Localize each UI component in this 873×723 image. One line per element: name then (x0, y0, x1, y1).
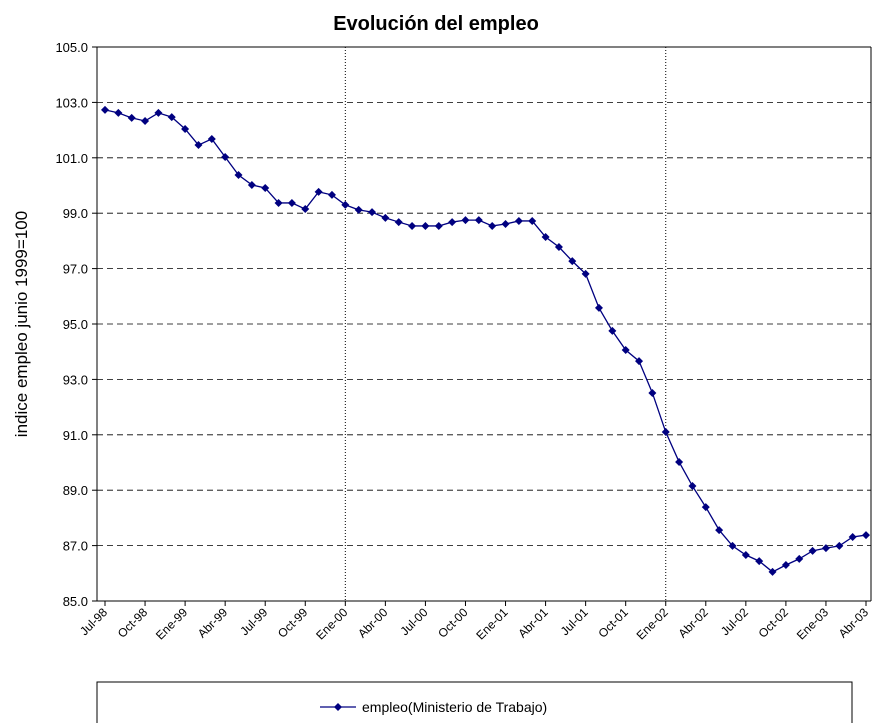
data-point (247, 180, 256, 189)
data-point (207, 134, 216, 143)
x-tick-label: Abr-03 (836, 605, 872, 641)
y-tick-label: 87.0 (63, 539, 88, 554)
data-point (808, 546, 817, 555)
y-tick-label: 99.0 (63, 206, 88, 221)
data-point (821, 544, 830, 553)
data-point (635, 357, 644, 366)
y-axis-title: indice empleo junio 1999=100 (12, 211, 31, 437)
x-tick-label: Jul-01 (558, 605, 591, 638)
data-point (688, 482, 697, 491)
data-point (287, 198, 296, 207)
y-tick-label: 101.0 (55, 151, 88, 166)
data-point (434, 221, 443, 230)
data-point (621, 346, 630, 355)
x-tick-label: Oct-99 (275, 605, 311, 641)
data-point (581, 269, 590, 278)
x-tick-label: Oct-98 (115, 605, 151, 641)
x-tick-label: Oct-02 (756, 605, 792, 641)
y-tick-label: 85.0 (63, 594, 88, 609)
data-point (408, 221, 417, 230)
x-tick-label: Abr-00 (355, 605, 391, 641)
data-point (661, 428, 670, 437)
y-tick-label: 103.0 (55, 95, 88, 110)
data-point (261, 183, 270, 192)
x-tick-label: Ene-00 (313, 605, 350, 642)
x-tick-label: Abr-99 (195, 605, 231, 641)
data-point (594, 303, 603, 312)
data-point (181, 124, 190, 133)
data-point (701, 503, 710, 512)
series-line (104, 109, 867, 573)
chart-title: Evolución del empleo (333, 13, 539, 35)
data-point (368, 208, 377, 217)
data-point (568, 257, 577, 266)
x-tick-label: Jul-02 (718, 605, 751, 638)
data-point (341, 200, 350, 209)
legend-box (96, 681, 853, 723)
data-point (141, 116, 150, 125)
legend-marker (334, 703, 342, 711)
data-point (154, 108, 163, 117)
data-point (648, 388, 657, 397)
data-point (835, 541, 844, 550)
data-point (741, 551, 750, 560)
x-tick-label: Ene-02 (634, 605, 671, 642)
x-tick-label: Oct-00 (435, 605, 471, 641)
x-tick-label: Ene-01 (473, 605, 510, 642)
x-tick-label: Ene-03 (794, 605, 831, 642)
data-point (675, 457, 684, 466)
data-point (234, 170, 243, 179)
data-point (848, 533, 857, 542)
data-point (715, 526, 724, 535)
data-point (514, 216, 523, 225)
data-point (608, 326, 617, 335)
data-point (101, 105, 109, 114)
data-point (394, 218, 403, 227)
data-point (541, 233, 550, 242)
y-tick-label: 89.0 (63, 483, 88, 498)
y-tick-label: 105.0 (55, 40, 88, 55)
legend-label: empleo(Ministerio de Trabajo) (362, 699, 547, 715)
data-point (781, 560, 790, 569)
data-point (728, 541, 737, 550)
x-tick-label: Jul-99 (237, 605, 270, 638)
data-point (474, 216, 483, 225)
data-point (488, 221, 497, 230)
y-tick-label: 95.0 (63, 317, 88, 332)
data-point (114, 108, 123, 117)
x-tick-label: Jul-98 (77, 605, 110, 638)
data-point (501, 220, 510, 229)
data-point (274, 198, 283, 207)
data-point (314, 187, 323, 196)
data-point (554, 242, 563, 251)
y-tick-label: 91.0 (63, 428, 88, 443)
data-point (862, 531, 870, 540)
data-point (167, 113, 176, 122)
x-tick-label: Oct-01 (595, 605, 631, 641)
y-tick-label: 93.0 (63, 372, 88, 387)
data-point (327, 190, 336, 199)
x-tick-label: Jul-00 (398, 605, 431, 638)
data-point (127, 113, 136, 122)
data-point (301, 205, 310, 214)
x-tick-label: Abr-02 (676, 605, 712, 641)
y-tick-label: 97.0 (63, 262, 88, 277)
x-tick-label: Abr-01 (515, 605, 551, 641)
data-point (461, 216, 470, 225)
data-point (755, 557, 764, 566)
data-point (768, 567, 777, 576)
data-point (221, 152, 230, 161)
data-point (795, 554, 804, 563)
x-tick-label: Ene-99 (153, 605, 190, 642)
data-point (448, 218, 457, 227)
data-point (381, 213, 390, 222)
data-point (528, 216, 537, 225)
data-point (421, 221, 430, 230)
data-point (354, 205, 363, 214)
data-point (194, 141, 203, 150)
